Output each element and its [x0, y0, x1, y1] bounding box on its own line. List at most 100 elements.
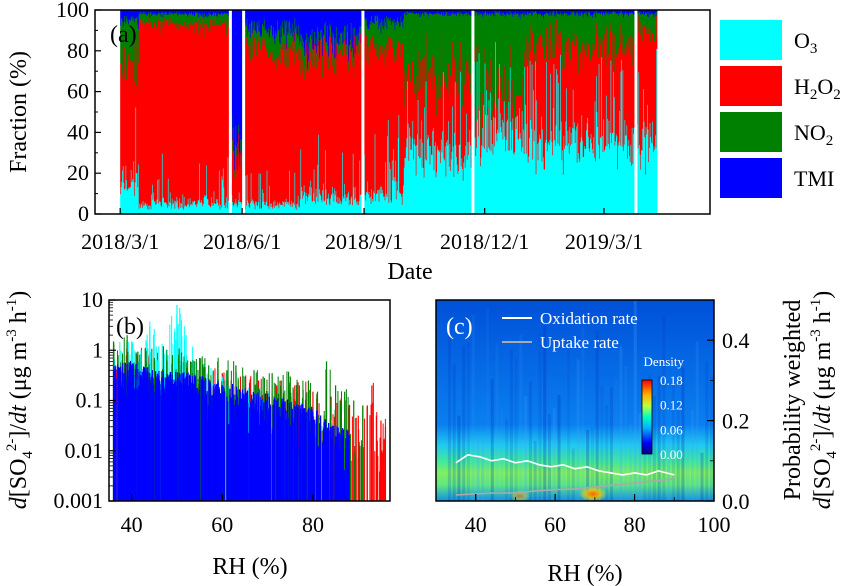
- panel-a-bar-TMI: [445, 10, 447, 13]
- panel-a-bar-O3: [186, 206, 188, 214]
- panel-a-bar-H2O2: [405, 73, 407, 148]
- panel-a-bar-H2O2: [644, 24, 646, 138]
- panel-a-bar-NO2: [436, 13, 438, 116]
- panel-a-bar-NO2: [226, 13, 228, 25]
- panel-a-bar-NO2: [344, 25, 346, 42]
- panel-a-bar-H2O2: [454, 54, 456, 83]
- panel-a-bar-NO2: [178, 12, 180, 24]
- panel-a-bar-O3: [405, 147, 407, 214]
- panel-a-bar-O3: [144, 205, 146, 214]
- panel-a-bar-TMI: [224, 10, 226, 14]
- panel-a-bar-NO2: [393, 19, 395, 63]
- panel-a-bar-H2O2: [146, 23, 148, 204]
- panel-a-bar-H2O2: [270, 55, 272, 208]
- panel-a-bar-NO2: [611, 12, 614, 65]
- panel-a-bar-H2O2: [466, 90, 468, 160]
- panel-a-bar-TMI: [258, 10, 260, 21]
- panel-a-bar-TMI: [372, 10, 374, 24]
- panel-a-bar-NO2: [223, 13, 225, 19]
- panel-a-bar-TMI: [444, 10, 447, 15]
- panel-a-bar-O3: [594, 101, 596, 214]
- heatmap-streak: [471, 314, 475, 501]
- panel-a-bar-NO2: [200, 14, 202, 24]
- panel-a-bar-TMI: [633, 10, 635, 16]
- panel-a-bar-NO2: [313, 48, 315, 67]
- panel-a-bar-NO2: [216, 16, 219, 35]
- panel-a-bar-O3: [574, 122, 576, 214]
- panel-a-bar-TMI: [174, 10, 176, 14]
- panel-a-bar-O3: [120, 187, 122, 214]
- heatmap-streak: [447, 330, 451, 501]
- panel-a-bar-NO2: [607, 12, 609, 42]
- panel-a-bar-O3: [348, 205, 350, 214]
- panel-a-bar-H2O2: [214, 25, 216, 204]
- panel-a-bar-H2O2: [442, 73, 444, 132]
- panel-a-bar-TMI: [325, 10, 327, 43]
- panel-a-bar-O3: [442, 131, 444, 214]
- panel-a-bar-NO2: [423, 16, 425, 114]
- panel-a-bar-O3: [450, 170, 452, 214]
- panel-a-bar-NO2: [302, 37, 304, 60]
- panel-a-bar-H2O2: [551, 46, 553, 143]
- panel-a-bar-TMI: [138, 10, 140, 30]
- panel-a-bar-H2O2: [498, 88, 500, 133]
- panel-a-bar-NO2: [120, 19, 122, 63]
- panel-a-bar-O3: [493, 116, 495, 214]
- panel-a-bar-O3: [185, 206, 187, 214]
- panel-a-bar-TMI: [568, 10, 570, 16]
- panel-a-bar-H2O2: [134, 43, 136, 183]
- panel-a-bar-TMI: [415, 10, 417, 15]
- panel-a-bar-O3: [530, 119, 532, 214]
- panel-a-bar-NO2: [214, 12, 217, 19]
- panel-a-bar-H2O2: [407, 39, 409, 82]
- panel-a-bar-H2O2: [564, 52, 566, 146]
- panel-a-bar-H2O2: [613, 34, 616, 98]
- heatmap-streak: [562, 448, 566, 501]
- panel-a-bar-TMI: [301, 10, 303, 36]
- panel-a-bar-H2O2: [581, 46, 583, 116]
- panel-a-bar-NO2: [578, 13, 580, 57]
- panel-a-bar-O3: [176, 196, 178, 214]
- panel-a-bar-NO2: [454, 13, 456, 55]
- panel-a-bar-H2O2: [590, 61, 592, 134]
- panel-a-bar-O3: [552, 108, 555, 214]
- panel-a-bar-NO2: [210, 15, 213, 24]
- panel-a-bar-TMI: [374, 10, 376, 17]
- panel-a-bar-NO2: [558, 14, 560, 34]
- panel-a-bar-O3: [140, 205, 142, 214]
- panel-a-bar-H2O2: [187, 28, 189, 205]
- panel-a-bar-H2O2: [260, 48, 262, 174]
- panel-a-bar-H2O2: [552, 57, 554, 156]
- panel-a-bar-H2O2: [399, 43, 401, 193]
- panel-a-bar-TMI: [573, 10, 575, 12]
- panel-a-bar-H2O2: [437, 74, 439, 150]
- panel-a-bar-H2O2: [570, 60, 572, 146]
- panel-a-bar-NO2: [372, 22, 374, 36]
- panel-a-bar-NO2: [444, 16, 446, 82]
- panel-a-bar-TMI: [187, 10, 189, 17]
- panel-a-bar-NO2: [466, 12, 468, 62]
- panel-a-bar-H2O2: [345, 53, 347, 202]
- panel-a-bar-NO2: [512, 17, 514, 80]
- panel-a-bar-O3: [195, 204, 197, 214]
- heatmap-streak: [571, 448, 575, 501]
- panel-a-bar-H2O2: [602, 40, 604, 153]
- panel-a-bar-O3: [280, 204, 282, 214]
- panel-a-bar-TMI: [497, 10, 500, 13]
- panel-a-bar-TMI: [509, 10, 511, 16]
- panel-a-bar-H2O2: [249, 45, 251, 209]
- panel-a-bar-NO2: [589, 12, 591, 52]
- panel-a-bar-NO2: [275, 31, 277, 57]
- panel-a-bar-H2O2: [470, 73, 472, 168]
- panel-a-bar-NO2: [391, 21, 393, 48]
- panel-a-bar-H2O2: [612, 30, 614, 133]
- panel-a-bar-NO2: [140, 12, 142, 20]
- panel-a-bar-H2O2: [373, 43, 375, 192]
- panel-a-bar-O3: [126, 180, 128, 214]
- panel-a-bar-TMI: [262, 10, 264, 24]
- panel-a-bar-H2O2: [128, 54, 130, 189]
- panel-a-bar-TMI: [191, 10, 193, 15]
- panel-a-bar-O3: [452, 106, 454, 214]
- panel-a-bar-TMI: [565, 10, 567, 14]
